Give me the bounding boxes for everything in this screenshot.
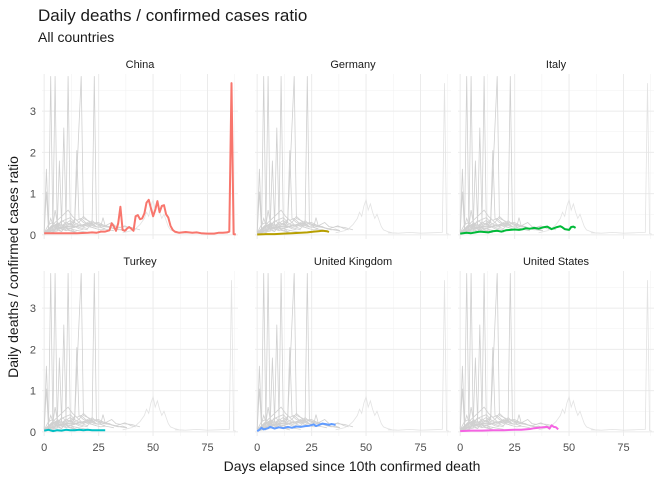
x-tick-label: 25 <box>508 442 520 454</box>
background-series-line <box>590 280 652 432</box>
panel-italy: Italy <box>458 59 654 239</box>
background-series-line <box>43 273 77 431</box>
background-series-line <box>459 273 493 431</box>
background-series-line <box>43 191 75 233</box>
panel-strip-label: Turkey <box>123 256 157 268</box>
background-series-line <box>256 347 319 431</box>
chart-title: Daily deaths / confirmed cases ratio <box>38 6 307 25</box>
panel-germany: Germany <box>255 59 451 239</box>
background-series-line <box>122 395 184 431</box>
background-series-line <box>459 209 515 234</box>
series-line-turkey <box>44 428 106 433</box>
panel-strip-label: Germany <box>330 59 376 71</box>
x-tick-label: 0 <box>41 442 47 454</box>
background-series-line <box>43 76 110 235</box>
background-series-line <box>459 406 515 431</box>
background-series-line <box>43 160 88 234</box>
background-series-line <box>335 395 397 431</box>
background-series-line <box>256 273 290 431</box>
x-tick-label: 25 <box>92 442 104 454</box>
series-line-united-states <box>460 424 559 433</box>
y-tick-label: 2 <box>30 344 36 356</box>
background-series-line <box>459 273 526 432</box>
background-series-line <box>256 150 319 234</box>
x-tick-label: 75 <box>201 442 213 454</box>
background-series-line <box>44 419 141 432</box>
background-series-line <box>538 198 600 234</box>
y-tick-label: 0 <box>30 427 36 439</box>
x-axis-title: Days elapsed since 10th confirmed death <box>224 458 481 474</box>
panel-strip-label: United States <box>523 256 590 268</box>
background-series-line <box>256 357 301 431</box>
panel-united-states: United States 0 25 50 75 <box>457 256 654 454</box>
background-series-group <box>459 273 652 432</box>
y-tick-label: 3 <box>30 303 36 315</box>
background-series-line <box>459 347 522 431</box>
x-tick-label: 75 <box>617 442 629 454</box>
background-series-line <box>256 406 312 431</box>
background-series-line <box>387 280 449 432</box>
background-series-line <box>460 419 557 432</box>
y-tick-label: 1 <box>30 386 36 398</box>
background-series-group <box>43 273 236 432</box>
panel-strip-label: United Kingdom <box>314 256 392 268</box>
panel-strip-label: China <box>126 59 156 71</box>
background-series-line <box>257 222 354 235</box>
background-series-line <box>43 347 106 431</box>
background-series-line <box>538 395 600 431</box>
series-line-germany <box>257 229 330 236</box>
background-series-line <box>459 160 504 234</box>
background-series-group <box>256 76 449 235</box>
background-series-line <box>43 273 110 432</box>
panel-united-kingdom: United Kingdom 0 25 50 75 <box>254 256 451 454</box>
series-line-china <box>44 82 236 236</box>
panel-turkey: Turkey 0 1 2 3 0 25 50 75 <box>30 256 238 454</box>
x-tick-label: 50 <box>360 442 372 454</box>
background-series-line <box>43 150 106 234</box>
x-tick-label: 50 <box>563 442 575 454</box>
background-series-line <box>459 357 504 431</box>
chart-subtitle: All countries <box>38 29 114 45</box>
background-series-line <box>43 357 88 431</box>
background-series-line <box>459 76 493 234</box>
series-line-united-kingdom <box>256 422 336 432</box>
background-series-line <box>256 209 312 234</box>
background-series-line <box>335 198 397 234</box>
background-series-group <box>43 76 236 235</box>
background-series-line <box>43 406 99 431</box>
background-series-group <box>459 76 652 235</box>
background-series-line <box>174 280 236 432</box>
x-tick-label: 0 <box>457 442 463 454</box>
background-series-line <box>387 83 449 235</box>
background-series-line <box>590 83 652 235</box>
y-axis-title: Daily deaths / confirmed cases ratio <box>5 156 21 378</box>
background-series-line <box>459 191 491 233</box>
x-tick-label: 0 <box>254 442 260 454</box>
background-series-line <box>43 388 75 430</box>
background-series-line <box>459 76 526 235</box>
y-tick-label: 1 <box>30 189 36 201</box>
background-series-line <box>174 83 236 235</box>
background-series-line <box>256 160 301 234</box>
y-tick-label: 3 <box>30 106 36 118</box>
panel-strip-label: Italy <box>546 59 567 71</box>
background-series-line <box>43 76 77 234</box>
background-series-line <box>459 388 491 430</box>
panel-china: China 0 1 2 3 <box>30 59 238 242</box>
series-line-italy <box>460 225 577 235</box>
y-tick-label: 0 <box>30 230 36 242</box>
background-series-line <box>256 273 323 432</box>
x-tick-label: 50 <box>147 442 159 454</box>
background-series-line <box>256 76 290 234</box>
x-tick-label: 25 <box>305 442 317 454</box>
background-series-line <box>43 209 99 234</box>
background-series-line <box>459 150 522 234</box>
background-series-line <box>44 222 141 235</box>
background-series-line <box>256 191 288 233</box>
x-tick-label: 75 <box>414 442 426 454</box>
background-series-line <box>256 76 323 235</box>
y-tick-label: 2 <box>30 147 36 159</box>
